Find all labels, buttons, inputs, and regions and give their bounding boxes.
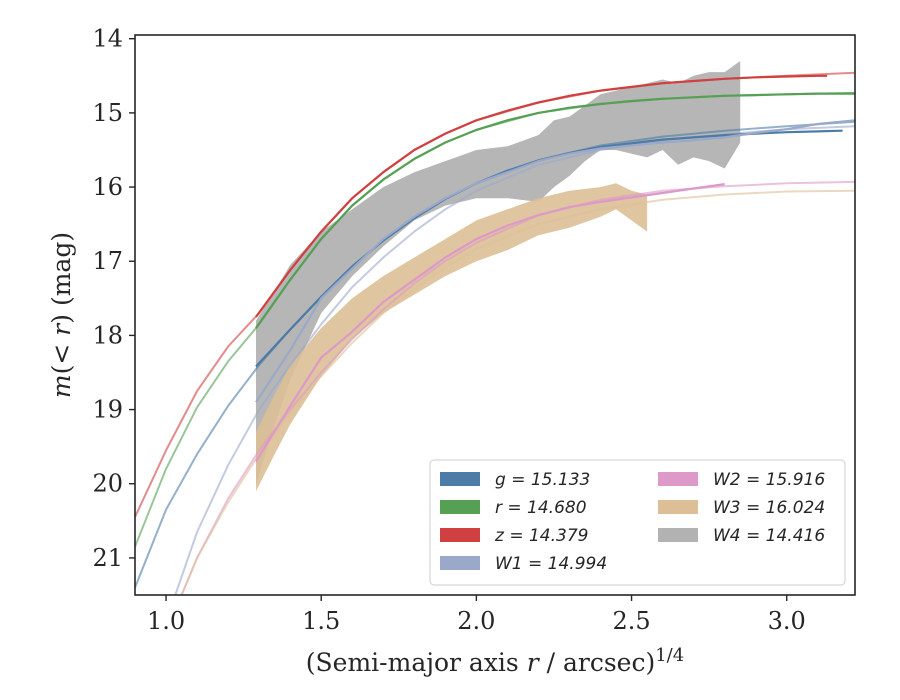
data-line-r <box>255 92 855 329</box>
legend-swatch-r <box>440 500 480 514</box>
legend-label-w3: W3 = 16.024 <box>713 498 825 518</box>
x-tick-label: 3.0 <box>768 607 806 635</box>
x-axis-label-prefix: (Semi-major axis <box>306 648 527 677</box>
y-axis-label-lt: < <box>47 336 76 365</box>
legend-label-r: r = 14.680 <box>495 498 587 518</box>
legend-label-w1: W1 = 14.994 <box>495 554 607 574</box>
legend-swatch-g <box>440 472 480 486</box>
y-tick-label: 15 <box>92 99 123 127</box>
plot-content <box>135 61 855 595</box>
y-tick-label: 16 <box>92 173 123 201</box>
legend-label-w4: W4 = 14.416 <box>713 526 825 546</box>
legend-swatch-w4 <box>658 528 698 542</box>
x-tick-label: 2.0 <box>457 607 495 635</box>
x-axis-label-middle: / arcsec) <box>539 648 656 677</box>
y-tick-label: 19 <box>92 396 123 424</box>
data-line-z <box>255 74 828 318</box>
band-w3 <box>256 183 648 492</box>
legend-swatch-w1 <box>440 556 480 570</box>
x-tick-label: 2.5 <box>612 607 650 635</box>
legend-swatch-w3 <box>658 500 698 514</box>
x-axis-label-variable: r <box>527 648 541 677</box>
x-axis-label-exponent: 1/4 <box>655 645 684 666</box>
x-axis-label: (Semi-major axis r / arcsec)1/4 <box>306 645 684 677</box>
data-line-w1 <box>255 119 855 403</box>
axes: 1.0 1.5 2.0 2.5 3.0 14 15 16 17 18 19 20 21 <box>92 25 856 635</box>
y-axis-label: m(< r) (mag) <box>47 232 76 398</box>
legend: g = 15.133 r = 14.680 z = 14.379 W1 = 14.99… <box>429 459 846 586</box>
legend-label-z: z = 14.379 <box>494 526 588 546</box>
model-curve-w3 <box>180 189 855 595</box>
data-line-w2 <box>255 183 725 463</box>
y-axis-label-var1: m <box>47 374 76 398</box>
legend-label-w2: W2 = 15.916 <box>713 470 825 490</box>
y-tick-label: 21 <box>92 544 123 572</box>
legend-box <box>429 459 846 586</box>
y-axis-label-var2: r <box>47 322 76 336</box>
y-tick-label: 14 <box>92 25 123 53</box>
legend-swatch-z <box>440 528 480 542</box>
x-tick-label: 1.5 <box>302 607 340 635</box>
legend-swatch-w2 <box>658 472 698 486</box>
y-tick-label: 18 <box>92 321 123 349</box>
axes-frame <box>134 34 856 596</box>
y-tick-label: 20 <box>92 470 123 498</box>
legend-label-g: g = 15.133 <box>495 470 590 490</box>
y-axis-label-close: ) (mag) <box>47 232 76 324</box>
y-axis-label-open: ( <box>47 365 76 375</box>
plot-area <box>135 61 855 595</box>
band-w4 <box>256 61 741 484</box>
y-tick-label: 17 <box>92 247 123 275</box>
x-tick-label: 1.0 <box>147 607 185 635</box>
